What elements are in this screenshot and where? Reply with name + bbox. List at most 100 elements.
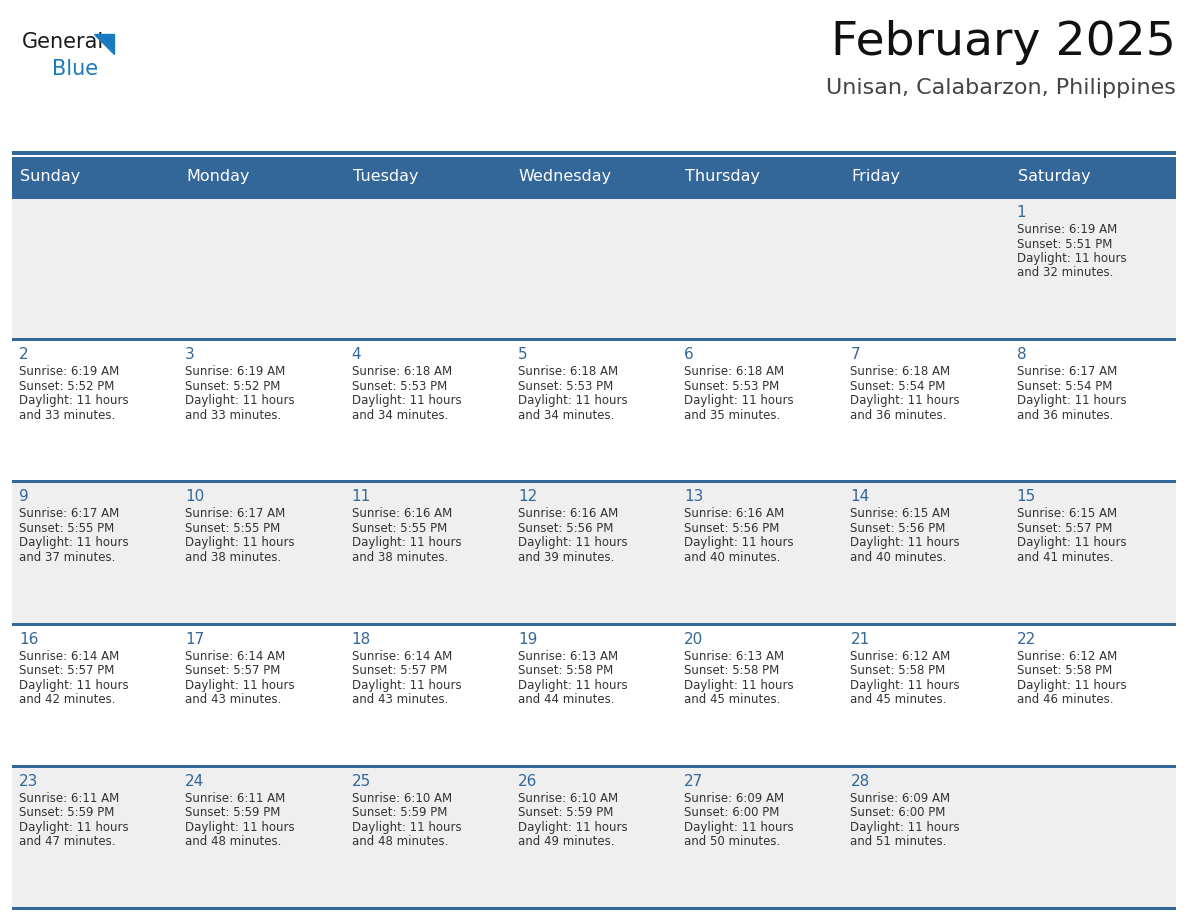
Bar — [12, 622, 1176, 625]
Text: 1: 1 — [1017, 205, 1026, 220]
Text: Sunset: 5:56 PM: Sunset: 5:56 PM — [518, 522, 613, 535]
Text: Daylight: 11 hours: Daylight: 11 hours — [851, 394, 960, 408]
Text: Sunset: 5:56 PM: Sunset: 5:56 PM — [851, 522, 946, 535]
Text: 3: 3 — [185, 347, 195, 363]
Bar — [12, 907, 1176, 910]
Text: and 44 minutes.: and 44 minutes. — [518, 693, 614, 706]
Text: Sunset: 5:57 PM: Sunset: 5:57 PM — [19, 664, 114, 677]
Text: 28: 28 — [851, 774, 870, 789]
Text: Daylight: 11 hours: Daylight: 11 hours — [185, 536, 295, 549]
Text: 13: 13 — [684, 489, 703, 504]
Text: 18: 18 — [352, 632, 371, 646]
Text: Sunrise: 6:14 AM: Sunrise: 6:14 AM — [352, 650, 451, 663]
Text: Daylight: 11 hours: Daylight: 11 hours — [684, 394, 794, 408]
Bar — [12, 480, 1176, 484]
Text: 2: 2 — [19, 347, 29, 363]
Text: Daylight: 11 hours: Daylight: 11 hours — [518, 678, 627, 691]
Text: 9: 9 — [19, 489, 29, 504]
Text: 8: 8 — [1017, 347, 1026, 363]
Text: Monday: Monday — [187, 170, 249, 185]
Text: Daylight: 11 hours: Daylight: 11 hours — [185, 394, 295, 408]
Text: and 46 minutes.: and 46 minutes. — [1017, 693, 1113, 706]
Text: Sunset: 5:52 PM: Sunset: 5:52 PM — [19, 380, 114, 393]
Text: Sunrise: 6:15 AM: Sunrise: 6:15 AM — [851, 508, 950, 521]
Text: Daylight: 11 hours: Daylight: 11 hours — [352, 536, 461, 549]
Text: Sunset: 5:54 PM: Sunset: 5:54 PM — [1017, 380, 1112, 393]
Text: and 45 minutes.: and 45 minutes. — [684, 693, 781, 706]
Text: February 2025: February 2025 — [832, 20, 1176, 65]
Text: 10: 10 — [185, 489, 204, 504]
Text: Sunset: 5:58 PM: Sunset: 5:58 PM — [1017, 664, 1112, 677]
Text: Sunrise: 6:11 AM: Sunrise: 6:11 AM — [185, 792, 285, 805]
Bar — [12, 157, 1176, 197]
Text: Daylight: 11 hours: Daylight: 11 hours — [1017, 394, 1126, 408]
Text: 14: 14 — [851, 489, 870, 504]
Text: Sunrise: 6:19 AM: Sunrise: 6:19 AM — [185, 365, 285, 378]
Text: Sunset: 5:58 PM: Sunset: 5:58 PM — [851, 664, 946, 677]
Text: and 37 minutes.: and 37 minutes. — [19, 551, 115, 564]
Text: Daylight: 11 hours: Daylight: 11 hours — [684, 536, 794, 549]
Text: 11: 11 — [352, 489, 371, 504]
Text: Sunrise: 6:16 AM: Sunrise: 6:16 AM — [684, 508, 784, 521]
Text: Daylight: 11 hours: Daylight: 11 hours — [518, 536, 627, 549]
Text: 19: 19 — [518, 632, 537, 646]
Text: 26: 26 — [518, 774, 537, 789]
Text: Sunrise: 6:19 AM: Sunrise: 6:19 AM — [1017, 223, 1117, 236]
Text: Sunset: 6:00 PM: Sunset: 6:00 PM — [851, 806, 946, 819]
Text: Sunset: 5:53 PM: Sunset: 5:53 PM — [684, 380, 779, 393]
Text: Sunset: 6:00 PM: Sunset: 6:00 PM — [684, 806, 779, 819]
Text: and 48 minutes.: and 48 minutes. — [352, 835, 448, 848]
Text: General: General — [23, 32, 105, 52]
Text: Sunrise: 6:10 AM: Sunrise: 6:10 AM — [518, 792, 618, 805]
Text: Sunset: 5:58 PM: Sunset: 5:58 PM — [684, 664, 779, 677]
Text: Thursday: Thursday — [685, 170, 760, 185]
Text: 16: 16 — [19, 632, 38, 646]
Text: 21: 21 — [851, 632, 870, 646]
Polygon shape — [94, 34, 114, 54]
Text: Sunset: 5:57 PM: Sunset: 5:57 PM — [1017, 522, 1112, 535]
Text: and 40 minutes.: and 40 minutes. — [851, 551, 947, 564]
Text: Daylight: 11 hours: Daylight: 11 hours — [19, 536, 128, 549]
Text: Sunset: 5:52 PM: Sunset: 5:52 PM — [185, 380, 280, 393]
Text: Sunrise: 6:10 AM: Sunrise: 6:10 AM — [352, 792, 451, 805]
Text: 17: 17 — [185, 632, 204, 646]
Text: Sunrise: 6:15 AM: Sunrise: 6:15 AM — [1017, 508, 1117, 521]
Bar — [12, 339, 1176, 481]
Text: Sunrise: 6:18 AM: Sunrise: 6:18 AM — [851, 365, 950, 378]
Text: 12: 12 — [518, 489, 537, 504]
Text: and 49 minutes.: and 49 minutes. — [518, 835, 614, 848]
Text: Sunset: 5:55 PM: Sunset: 5:55 PM — [19, 522, 114, 535]
Text: Sunset: 5:53 PM: Sunset: 5:53 PM — [352, 380, 447, 393]
Text: Sunrise: 6:16 AM: Sunrise: 6:16 AM — [518, 508, 618, 521]
Text: Sunset: 5:55 PM: Sunset: 5:55 PM — [185, 522, 280, 535]
Text: Sunset: 5:54 PM: Sunset: 5:54 PM — [851, 380, 946, 393]
Text: Daylight: 11 hours: Daylight: 11 hours — [1017, 536, 1126, 549]
Text: 6: 6 — [684, 347, 694, 363]
Text: 24: 24 — [185, 774, 204, 789]
Bar — [12, 765, 1176, 767]
Text: and 38 minutes.: and 38 minutes. — [352, 551, 448, 564]
Text: Sunrise: 6:18 AM: Sunrise: 6:18 AM — [684, 365, 784, 378]
Text: and 34 minutes.: and 34 minutes. — [352, 409, 448, 421]
Text: and 48 minutes.: and 48 minutes. — [185, 835, 282, 848]
Bar — [12, 766, 1176, 908]
Text: Sunset: 5:55 PM: Sunset: 5:55 PM — [352, 522, 447, 535]
Text: and 45 minutes.: and 45 minutes. — [851, 693, 947, 706]
Text: 15: 15 — [1017, 489, 1036, 504]
Text: 27: 27 — [684, 774, 703, 789]
Text: Daylight: 11 hours: Daylight: 11 hours — [185, 678, 295, 691]
Bar — [12, 481, 1176, 623]
Text: Sunset: 5:59 PM: Sunset: 5:59 PM — [352, 806, 447, 819]
Text: Sunset: 5:59 PM: Sunset: 5:59 PM — [185, 806, 280, 819]
Text: Daylight: 11 hours: Daylight: 11 hours — [352, 821, 461, 834]
Text: 22: 22 — [1017, 632, 1036, 646]
Text: Sunset: 5:59 PM: Sunset: 5:59 PM — [518, 806, 613, 819]
Text: and 50 minutes.: and 50 minutes. — [684, 835, 781, 848]
Text: Sunrise: 6:14 AM: Sunrise: 6:14 AM — [185, 650, 285, 663]
Text: Sunrise: 6:19 AM: Sunrise: 6:19 AM — [19, 365, 119, 378]
Bar — [12, 151, 1176, 155]
Text: Daylight: 11 hours: Daylight: 11 hours — [185, 821, 295, 834]
Text: Friday: Friday — [852, 170, 901, 185]
Text: Sunrise: 6:17 AM: Sunrise: 6:17 AM — [185, 508, 285, 521]
Bar — [12, 338, 1176, 341]
